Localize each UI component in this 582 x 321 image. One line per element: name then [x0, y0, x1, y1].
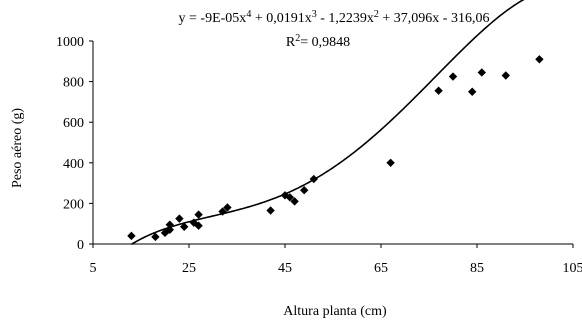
data-points [127, 55, 544, 242]
y-tick-label: 1000 [56, 35, 84, 50]
trendline-equation: y = -9E-05x4 + 0,0191x3 - 1,2239x2 + 37,… [179, 9, 490, 26]
data-point [218, 207, 227, 216]
data-point [448, 72, 458, 81]
trendline [130, 0, 525, 245]
axes [89, 40, 574, 248]
data-point [280, 191, 290, 200]
y-tick-label: 400 [63, 157, 84, 172]
data-point [434, 86, 443, 95]
y-tick-label: 0 [77, 238, 84, 253]
data-point [151, 232, 160, 242]
tick-labels: 0 200 400 600 800 1000 5 25 45 65 85 105 [56, 35, 582, 276]
data-point [285, 193, 294, 202]
data-point [309, 174, 318, 184]
x-tick-label: 85 [470, 261, 484, 276]
data-point [386, 158, 395, 167]
trendline-layer [130, 0, 525, 245]
x-tick-label: 5 [90, 261, 97, 276]
r-squared-label: R2= 0,9848 [286, 33, 350, 50]
data-point [175, 214, 184, 223]
data-point [535, 55, 544, 64]
x-axis-title: Altura planta (cm) [283, 304, 387, 319]
x-tick-label: 65 [374, 261, 388, 276]
data-point [194, 221, 203, 230]
x-tick-label: 105 [563, 261, 582, 276]
x-tick-label: 45 [278, 261, 292, 276]
data-point [165, 220, 174, 229]
data-point [477, 68, 486, 77]
data-point [501, 71, 510, 80]
y-tick-label: 800 [63, 76, 84, 91]
data-point [223, 203, 232, 212]
data-point [180, 222, 189, 231]
y-tick-label: 200 [63, 197, 84, 212]
y-axis-title: Peso aéreo (g) [10, 108, 25, 188]
x-tick-label: 25 [182, 261, 196, 276]
data-point [266, 206, 275, 215]
data-point [300, 186, 309, 195]
data-point [165, 225, 174, 234]
data-point [160, 228, 170, 238]
data-point [290, 197, 299, 206]
y-tick-label: 600 [63, 116, 84, 131]
data-point [468, 87, 477, 96]
data-point [194, 210, 203, 219]
data-point [127, 231, 136, 241]
